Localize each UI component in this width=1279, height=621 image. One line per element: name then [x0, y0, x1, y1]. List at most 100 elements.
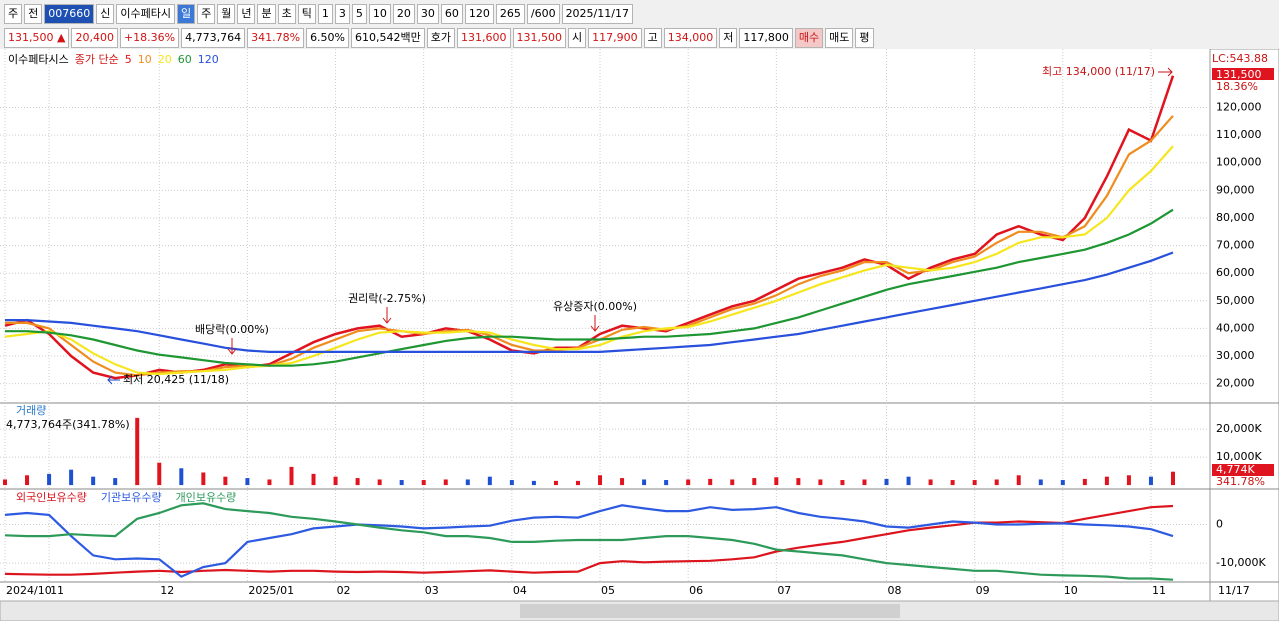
volume-bar	[774, 477, 779, 486]
volume-bar	[157, 462, 162, 486]
quote-bar: 131,500 ▲ 20,400 +18.36% 4,773,764 341.78% 6.…	[0, 27, 1279, 48]
volume-bar	[289, 466, 294, 486]
y-tick-label: 90,000	[1216, 183, 1255, 196]
volume-bar	[818, 479, 823, 486]
toolbar-item[interactable]: 월	[217, 4, 236, 24]
volume-bar	[972, 480, 977, 486]
volume-bar	[465, 479, 470, 486]
volume-bar	[399, 480, 404, 486]
quote-item: 131,500	[512, 27, 566, 48]
toolbar-item[interactable]: /600	[526, 4, 560, 24]
toolbar-item[interactable]: 신	[96, 4, 115, 24]
toolbar-item[interactable]: 이수페타시	[116, 4, 175, 24]
toolbar-item[interactable]: 265	[495, 4, 525, 24]
toolbar-item[interactable]: 5	[351, 4, 367, 24]
stock-name: 이수페타시스	[8, 53, 69, 66]
toolbar-item[interactable]: 주	[197, 4, 216, 24]
toolbar-item[interactable]: 20	[392, 4, 415, 24]
quote-item: 고	[643, 27, 662, 48]
toolbar-item[interactable]: 전	[24, 4, 43, 24]
x-tick-label: 12	[160, 584, 174, 597]
y-tick-label: 20,000K	[1216, 422, 1262, 435]
volume-bar	[421, 480, 426, 486]
volume-bar	[752, 478, 757, 486]
toolbar-item[interactable]: 초	[277, 4, 296, 24]
high-arrow	[1158, 67, 1173, 77]
toolbar-item[interactable]: 주	[4, 4, 23, 24]
volume-bar	[245, 478, 250, 486]
quote-item: 4,773,764	[181, 27, 246, 48]
change-rate: 18.36%	[1216, 80, 1258, 93]
toolbar-item[interactable]: 3	[334, 4, 350, 24]
y-tick-label: 110,000	[1216, 128, 1262, 141]
volume-bar	[47, 473, 52, 486]
volume-bar	[928, 479, 933, 486]
right-axis	[1209, 49, 1279, 602]
volume-bar	[1171, 471, 1175, 486]
toolbar-item[interactable]: 120	[464, 4, 494, 24]
volume-bar	[796, 478, 801, 486]
x-tick-label: 03	[425, 584, 439, 597]
volume-bar	[994, 479, 999, 486]
legend-entry: 120	[198, 53, 219, 66]
quote-item: 117,800	[739, 27, 793, 48]
toolbar-item[interactable]: 30	[416, 4, 439, 24]
volume-bar	[906, 476, 911, 486]
volume-bar	[708, 478, 713, 486]
legend-entry: 외국인보유수량	[16, 491, 87, 504]
volume-bar	[113, 478, 118, 486]
series-line	[4, 145, 1174, 376]
toolbar-item[interactable]: 일	[176, 4, 196, 24]
x-tick-label: 06	[689, 584, 703, 597]
x-tick-label: 09	[976, 584, 990, 597]
volume-bar	[1148, 476, 1153, 486]
toolbar-item[interactable]: 분	[257, 4, 276, 24]
volume-info: 4,773,764주(341.78%)	[6, 418, 130, 431]
volume-bar	[1016, 475, 1021, 486]
toolbar-item[interactable]: 60	[440, 4, 463, 24]
annotation: 최저 20,425 (11/18)	[123, 373, 229, 386]
scroll-thumb[interactable]	[520, 604, 900, 618]
lc-label: LC:543.88	[1212, 52, 1268, 65]
volume-bar	[862, 479, 867, 486]
toolbar-item[interactable]: 틱	[297, 4, 316, 24]
volume-rate: 341.78%	[1216, 475, 1265, 488]
y-tick-label: -10,000K	[1216, 556, 1266, 569]
toolbar-item[interactable]: 년	[237, 4, 256, 24]
x-tick-label: 2025/01	[248, 584, 294, 597]
series-line	[5, 251, 1174, 353]
volume-bar	[267, 479, 272, 486]
x-tick-label: 2024/10	[6, 584, 52, 597]
y-tick-label: 30,000	[1216, 349, 1255, 362]
series-line	[5, 208, 1174, 367]
toolbar-item[interactable]: 1	[317, 4, 333, 24]
x-tick-label: 11/17	[1218, 584, 1250, 597]
annotation: 유상증자(0.00%)	[553, 300, 637, 313]
toolbar-item[interactable]: 10	[368, 4, 391, 24]
volume-bar	[1104, 476, 1109, 486]
last-price-box	[1212, 68, 1274, 80]
volume-bar	[686, 479, 691, 486]
x-tick-label: 07	[777, 584, 791, 597]
quote-item: 6.50%	[306, 27, 350, 48]
quote-item: 131,600	[457, 27, 511, 48]
volume-bar	[201, 472, 206, 486]
toolbar-item[interactable]: 007660	[44, 4, 95, 24]
quote-item: 매도	[825, 27, 854, 48]
volume-bar	[443, 479, 448, 486]
volume-bar	[487, 476, 492, 486]
legend-entry: 개인보유수량	[176, 491, 237, 504]
volume-bar	[642, 479, 647, 486]
volume-bar	[730, 479, 735, 486]
x-tick-label: 05	[601, 584, 615, 597]
annotation: 권리락(-2.75%)	[348, 292, 426, 305]
toolbar-item[interactable]: 2025/11/17	[561, 4, 633, 24]
quote-item: 341.78%	[247, 27, 305, 48]
y-tick-label: 120,000	[1216, 100, 1262, 113]
volume-bar	[1082, 478, 1087, 486]
annotation: 배당락(0.00%)	[195, 323, 269, 336]
legend-entry: 기관보유수량	[101, 491, 162, 504]
volume-bar	[311, 473, 316, 486]
